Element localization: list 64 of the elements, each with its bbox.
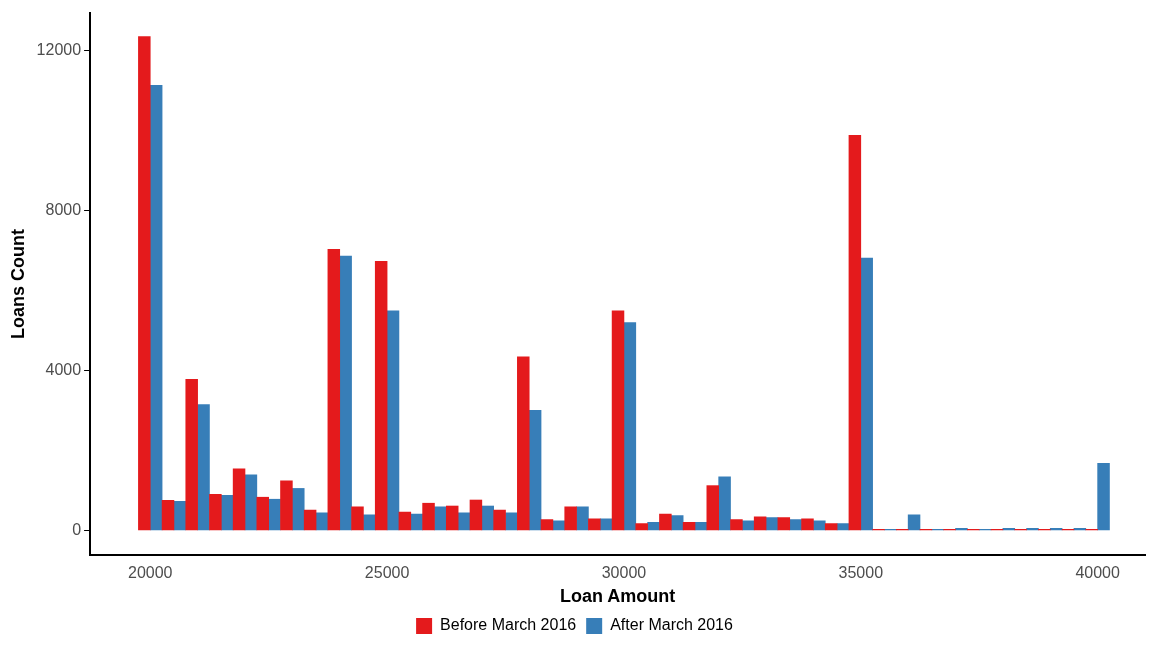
bar bbox=[588, 518, 601, 531]
x-tick-label: 25000 bbox=[364, 564, 410, 582]
x-tick-label: 35000 bbox=[838, 564, 884, 582]
bar bbox=[185, 378, 198, 531]
x-tick-label: 40000 bbox=[1075, 564, 1120, 582]
bar bbox=[197, 404, 210, 531]
bar bbox=[753, 516, 767, 531]
bar bbox=[860, 257, 873, 531]
y-tick-label: 12000 bbox=[36, 40, 82, 58]
bar bbox=[623, 322, 637, 531]
bar bbox=[517, 356, 530, 531]
legend-label: After March 2016 bbox=[610, 616, 733, 634]
bar bbox=[469, 499, 483, 531]
bar bbox=[611, 310, 625, 531]
bar bbox=[599, 518, 613, 531]
bar bbox=[742, 520, 755, 531]
bar bbox=[457, 512, 471, 531]
bar bbox=[315, 512, 329, 531]
legend-label: Before March 2016 bbox=[440, 616, 577, 634]
bar bbox=[138, 36, 151, 531]
bar bbox=[777, 517, 791, 531]
bar bbox=[730, 519, 743, 531]
bar bbox=[374, 260, 388, 531]
bar bbox=[398, 511, 412, 531]
bar bbox=[576, 506, 589, 531]
bar bbox=[339, 255, 352, 531]
bar bbox=[244, 474, 258, 531]
bar bbox=[682, 522, 696, 531]
bar bbox=[386, 310, 400, 531]
bar bbox=[706, 485, 720, 531]
y-axis-title: Loans Count bbox=[7, 228, 28, 339]
bar bbox=[836, 523, 850, 531]
bar bbox=[540, 519, 554, 531]
y-tick-label: 0 bbox=[72, 520, 82, 538]
bar bbox=[232, 468, 246, 531]
bar bbox=[813, 520, 826, 531]
bar bbox=[303, 509, 317, 531]
bar bbox=[801, 518, 814, 531]
x-axis-title: Loan Amount bbox=[559, 586, 676, 607]
bar bbox=[907, 514, 921, 531]
bar bbox=[327, 248, 341, 531]
bar bbox=[848, 135, 862, 531]
bar bbox=[280, 480, 293, 531]
bar bbox=[292, 488, 305, 531]
bar bbox=[493, 509, 506, 531]
bar bbox=[445, 505, 459, 531]
bar bbox=[209, 494, 222, 531]
x-tick-label: 30000 bbox=[601, 564, 647, 582]
y-tick-label: 4000 bbox=[45, 360, 82, 378]
bar bbox=[694, 522, 708, 531]
bar bbox=[635, 523, 648, 531]
bar bbox=[765, 517, 779, 531]
bar bbox=[824, 523, 838, 531]
bar bbox=[564, 506, 577, 531]
bar bbox=[1097, 462, 1110, 531]
bar bbox=[351, 506, 364, 531]
y-tick-label: 8000 bbox=[45, 200, 82, 218]
bar bbox=[422, 502, 435, 531]
bar bbox=[659, 513, 672, 531]
bar bbox=[161, 500, 175, 531]
bar bbox=[552, 520, 566, 531]
x-tick-label: 20000 bbox=[128, 564, 173, 582]
bar bbox=[718, 476, 731, 531]
bar bbox=[256, 496, 269, 531]
